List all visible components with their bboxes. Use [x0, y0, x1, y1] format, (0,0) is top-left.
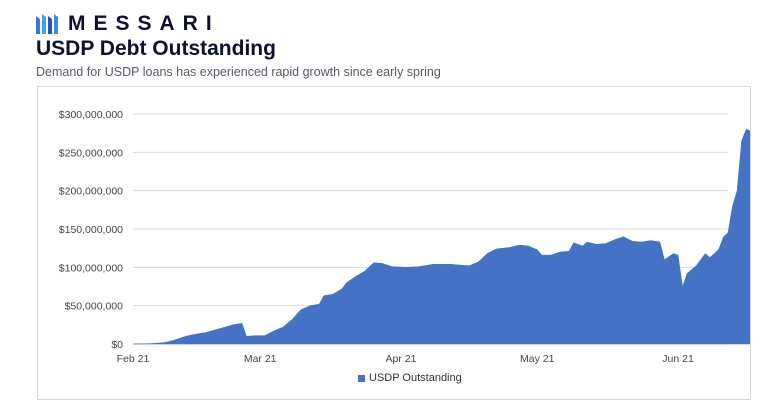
chart-container: $0 $50,000,000 $100,000,000 $150,000,000 $20… [37, 86, 751, 400]
messari-logo-icon [36, 14, 58, 34]
area-chart: $0 $50,000,000 $100,000,000 $150,000,000 $20… [59, 109, 750, 365]
series-area-usdp-outstanding [132, 128, 750, 345]
y-tick-label: $100,000,000 [59, 262, 123, 274]
y-tick-label: $200,000,000 [59, 186, 123, 198]
legend-swatch [358, 374, 365, 382]
y-tick-label: $50,000,000 [65, 301, 124, 313]
brand-logo: MESSARI [36, 12, 220, 36]
logo-wordmark: MESSARI [68, 12, 220, 35]
x-tick-label: Mar 21 [244, 353, 277, 365]
legend-label: USDP Outstanding [369, 372, 462, 384]
y-tick-label: $250,000,000 [59, 147, 123, 159]
page-subtitle: Demand for USDP loans has experienced ra… [36, 65, 441, 79]
x-tick-label: Feb 21 [117, 353, 150, 365]
y-tick-label: $300,000,000 [59, 109, 123, 121]
x-tick-label: May 21 [520, 353, 555, 365]
x-tick-label: Jun 21 [662, 353, 694, 365]
y-tick-label: $150,000,000 [59, 224, 123, 236]
x-tick-label: Apr 21 [386, 353, 417, 365]
chart-legend: USDP Outstanding [358, 372, 462, 384]
y-tick-label: $0 [111, 339, 123, 351]
page-title: USDP Debt Outstanding [36, 37, 276, 60]
